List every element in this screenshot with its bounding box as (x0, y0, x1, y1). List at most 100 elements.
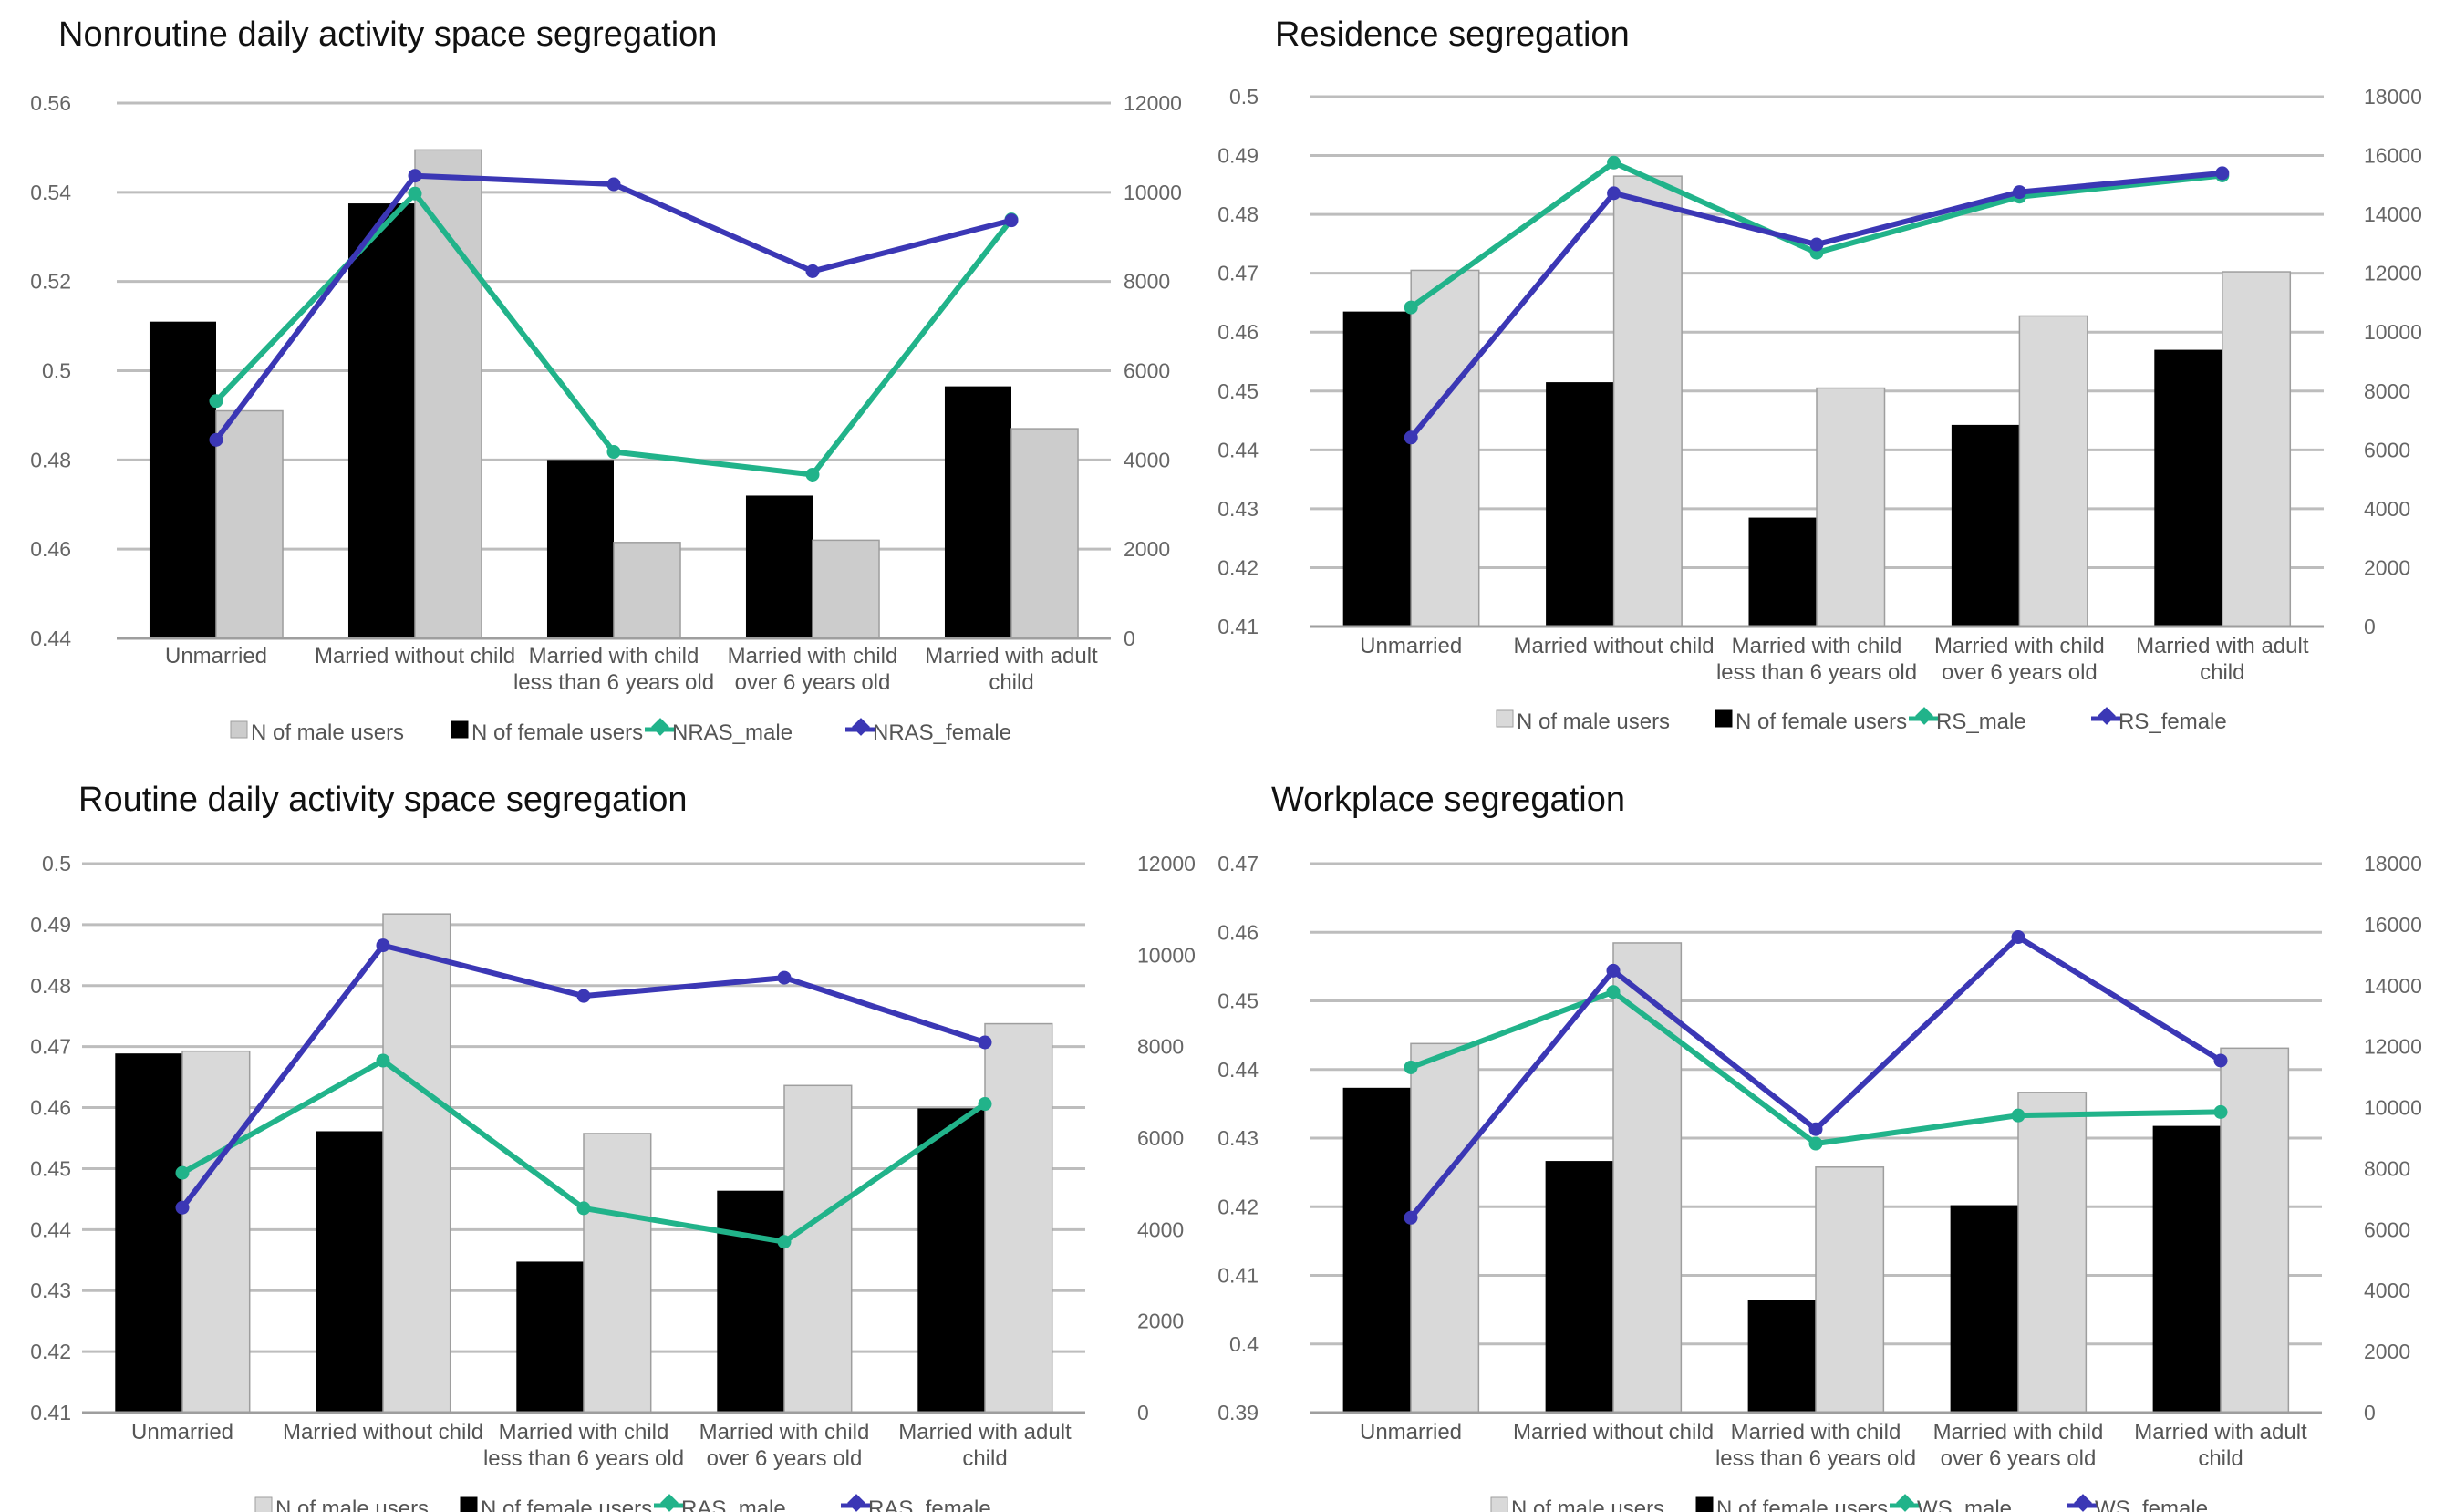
y-right-tick-label: 8000 (2364, 1156, 2410, 1180)
series-point-ras-female (175, 1200, 190, 1215)
y-left-tick-label: 0.56 (30, 91, 71, 115)
bar-male-users (2222, 271, 2292, 627)
series-point-nras-male (209, 394, 223, 409)
chart-panel-1: Nonroutine daily activity space segregat… (30, 16, 1182, 745)
series-point-rs-female (1607, 186, 1621, 201)
legend-label: N of male users (251, 720, 404, 745)
legend-label: N of female users (481, 1496, 652, 1512)
series-point-ras-male (175, 1165, 190, 1180)
y-right-tick-label: 10000 (2364, 320, 2422, 344)
legend-label: N of male users (275, 1496, 429, 1512)
bar-female-users (516, 1261, 584, 1413)
x-category-label: Married with child (728, 644, 898, 668)
bar-male-users (1010, 428, 1079, 639)
y-right-tick-label: 2000 (2364, 1340, 2410, 1363)
legend-label: N of male users (1511, 1496, 1664, 1512)
x-category-label: Married with child (699, 1420, 870, 1445)
chart-title: Routine daily activity space segregation (78, 781, 688, 819)
legend-diamond-swatch (852, 718, 870, 736)
series-point-nras-female (1004, 213, 1019, 228)
legend-swatch (451, 720, 469, 739)
series-point-ws-female (2213, 1053, 2228, 1068)
y-left-tick-label: 0.44 (30, 627, 71, 650)
bar-female-users (1545, 1161, 1613, 1413)
series-point-rs-female (2215, 166, 2230, 181)
series-point-ws-female (2011, 930, 2025, 945)
legend-diamond-swatch (651, 718, 669, 736)
series-point-rs-male (1607, 155, 1621, 170)
series-point-ras-female (777, 970, 792, 985)
legend-label: N of male users (1517, 709, 1670, 734)
legend-label: N of female users (1735, 709, 1907, 734)
legend-label: N of female users (471, 720, 643, 745)
x-category-label: less than 6 years old (1715, 1446, 1916, 1471)
legend-label: RAS_male (681, 1496, 786, 1512)
bar-male-users (1612, 942, 1683, 1414)
legend-diamond-swatch (660, 1494, 679, 1512)
chart-title: Workplace segregation (1271, 781, 1625, 819)
y-left-tick-label: 0.49 (30, 913, 71, 937)
y-left-tick-label: 0.46 (30, 537, 71, 561)
legend-label: RS_female (2119, 709, 2227, 734)
bar-male-users (2018, 315, 2088, 627)
bar-male-users (1815, 1166, 1885, 1414)
bar-male-users (382, 913, 451, 1414)
y-right-tick-label: 10000 (1137, 943, 1196, 967)
series-point-nras-male (408, 186, 422, 201)
y-left-tick-label: 0.46 (1217, 320, 1259, 344)
legend-swatch (1715, 709, 1733, 728)
y-left-tick-label: 0.5 (42, 359, 71, 383)
x-category-label: child (2198, 1446, 2243, 1471)
y-left-tick-label: 0.45 (1217, 989, 1259, 1013)
series-point-ws-female (1404, 1210, 1418, 1225)
y-left-tick-label: 0.48 (1217, 202, 1259, 226)
y-left-tick-label: 0.41 (30, 1401, 71, 1424)
y-right-tick-label: 2000 (2364, 555, 2410, 579)
series-point-ws-female (1808, 1122, 1823, 1136)
bar-female-users (149, 321, 216, 638)
x-category-label: Married without child (283, 1420, 483, 1445)
x-category-label: Unmarried (131, 1420, 233, 1445)
series-point-ws-female (1606, 963, 1621, 978)
series-point-ras-female (576, 989, 591, 1003)
legend-label: NRAS_male (672, 720, 793, 745)
y-left-tick-label: 0.39 (1217, 1401, 1259, 1424)
y-left-tick-label: 0.43 (1217, 1126, 1259, 1150)
bar-female-users (917, 1108, 985, 1413)
y-left-tick-label: 0.44 (1217, 438, 1259, 461)
bar-male-users (181, 1050, 251, 1414)
x-category-label: Married with child (1732, 634, 1902, 658)
y-left-tick-label: 0.45 (30, 1156, 71, 1180)
chart-panel-2: Residence segregation 0.41 0.42 0.43 0.44 0.4… (1217, 16, 2422, 734)
y-left-tick-label: 0.5 (42, 852, 71, 875)
y-left-tick-label: 0.41 (1217, 615, 1259, 638)
series-point-rs-female (1809, 237, 1824, 252)
y-right-tick-label: 8000 (1137, 1035, 1184, 1059)
y-right-tick-label: 6000 (2364, 438, 2410, 461)
y-right-tick-label: 12000 (2364, 262, 2422, 285)
series-line-nras-male (213, 191, 1014, 478)
bar-male-users (812, 539, 880, 639)
bar-female-users (1747, 1300, 1816, 1413)
bar-male-users (984, 1022, 1053, 1414)
series-point-nras-female (606, 177, 621, 192)
series-point-nras-male (606, 445, 621, 460)
bar-male-users (1612, 175, 1683, 627)
y-left-tick-label: 0.54 (30, 181, 71, 204)
bar-female-users (115, 1053, 182, 1413)
legend-diamond-swatch (1896, 1494, 1914, 1512)
x-category-label: Unmarried (165, 644, 267, 668)
x-category-label: Married with adult (925, 644, 1098, 668)
bar-female-users (1546, 382, 1614, 627)
y-left-tick-label: 0.44 (1217, 1058, 1259, 1082)
x-category-label: less than 6 years old (483, 1446, 684, 1471)
x-category-label: Married with child (529, 644, 699, 668)
bar-female-users (2152, 1125, 2221, 1413)
series-point-ras-male (376, 1053, 390, 1068)
series-point-nras-female (805, 264, 820, 278)
y-left-tick-label: 0.41 (1217, 1264, 1259, 1288)
y-left-tick-label: 0.47 (1217, 262, 1259, 285)
x-category-label: child (989, 670, 1033, 695)
y-left-tick-label: 0.49 (1217, 144, 1259, 168)
y-left-tick-label: 0.44 (30, 1217, 71, 1241)
